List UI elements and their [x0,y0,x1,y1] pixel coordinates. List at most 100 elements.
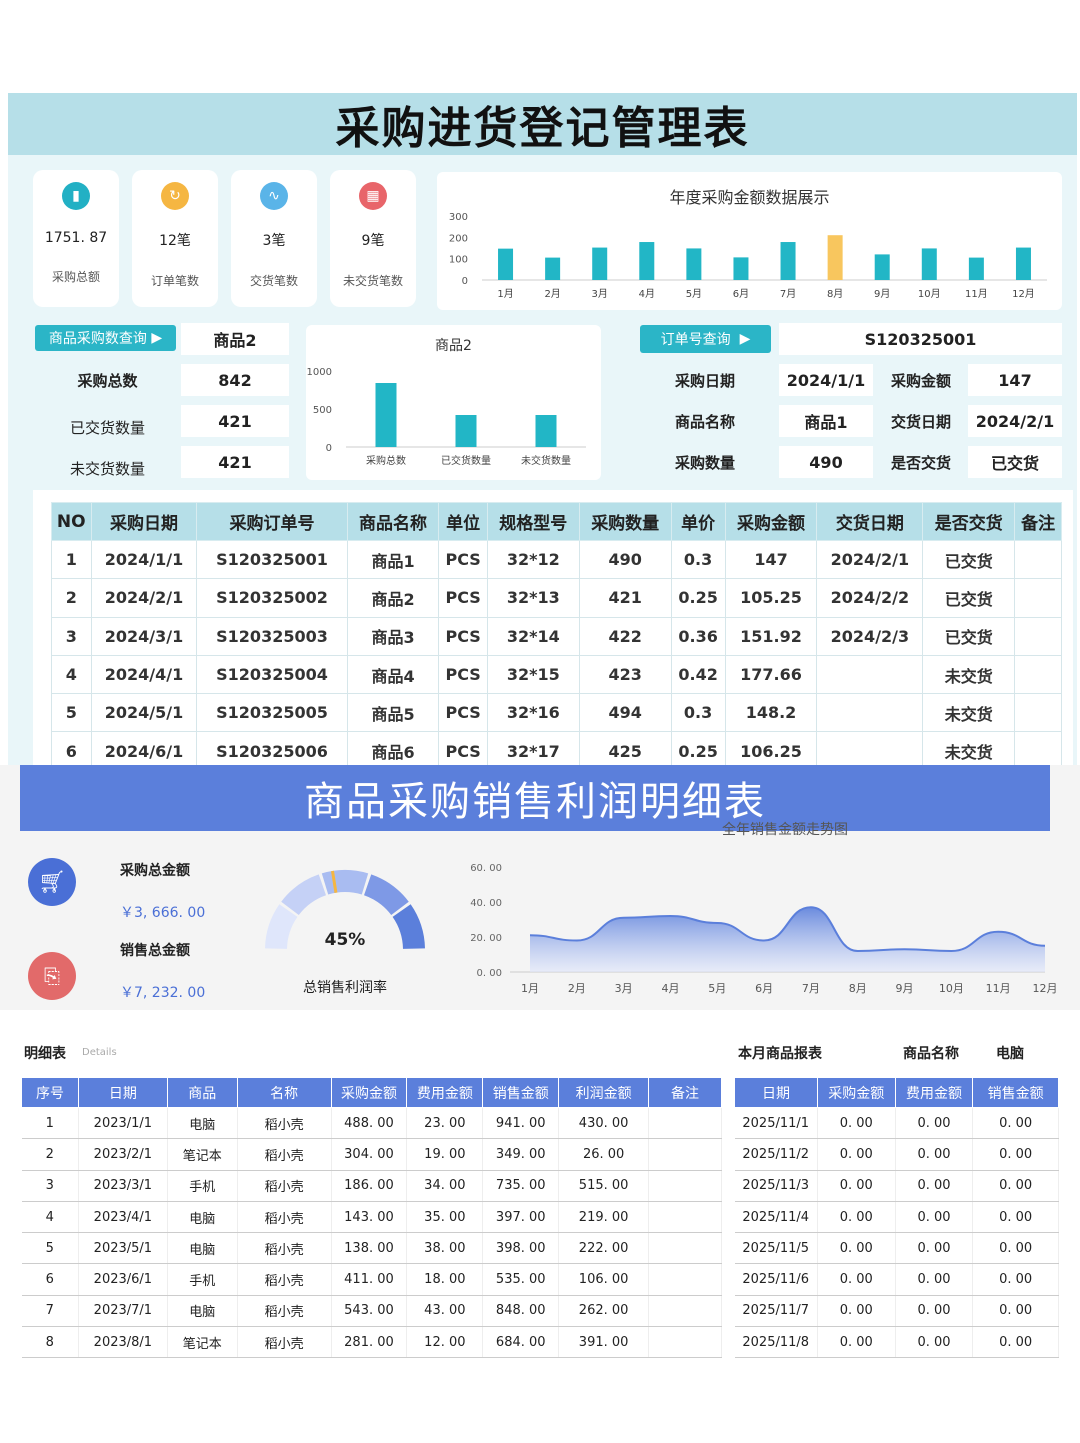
x-tick-label: 1月 [497,288,513,300]
y-tick-label: 40. 00 [470,898,502,909]
table-cell: 0. 00 [817,1107,896,1140]
x-tick-label: 采购总数 [366,454,406,467]
table-cell: 2025/11/2 [734,1138,818,1171]
column-header: 采购订单号 [196,502,348,541]
kpi-label: 采购总额 [51,270,100,284]
table-cell: 0.25 [670,731,726,765]
profit-gauge [265,870,425,949]
table-row[interactable]: 2025/11/4 0. 00 0. 00 0. 00 [734,1201,1059,1234]
table-row[interactable]: 8 2023/8/1 笔记本 稻小壳 281. 00 12. 00 684. 00 391. … [21,1326,722,1359]
table-row[interactable]: 2025/11/5 0. 00 0. 00 0. 00 [734,1232,1059,1265]
x-tick-label: 7月 [802,982,820,995]
product-query-button[interactable]: 商品采购数查询 ▶ [35,325,176,351]
table-cell: 422 [578,616,672,656]
table-row[interactable]: 3 2023/3/1 手机 稻小壳 186. 00 34. 00 735. 00 515. 0… [21,1170,722,1202]
table-row[interactable]: 2025/11/3 0. 00 0. 00 0. 00 [734,1170,1059,1202]
table-row[interactable]: 1 2024/1/1 S120325001 商品1 PCS 32*12 490 0.3 147 2… [51,539,1062,580]
x-tick-label: 2月 [544,288,560,300]
table-cell [648,1201,722,1234]
table-row[interactable]: 3 2024/3/1 S120325003 商品3 PCS 32*14 422 0.36 151… [51,616,1062,656]
sales-total-value: ￥7, 232. 00 [120,985,206,1001]
table-cell: 6 [51,731,92,765]
table-cell: 商品6 [346,731,440,765]
table-cell: 0. 00 [972,1326,1059,1359]
table-row[interactable]: 2025/11/6 0. 00 0. 00 0. 00 [734,1263,1059,1296]
table-cell: 35. 00 [406,1201,484,1234]
x-tick-label: 9月 [896,982,914,995]
table-cell: 0. 00 [817,1263,896,1296]
table-row[interactable]: 4 2023/4/1 电脑 稻小壳 143. 00 35. 00 397. 00 219. 0… [21,1201,722,1234]
bar [733,257,749,280]
column-header: 销售金额 [972,1077,1059,1108]
kpi-value: 1751. 87 [44,230,108,246]
table-cell: 2024/6/1 [90,731,198,765]
table-cell: 商品5 [346,693,440,733]
table-cell: 421 [578,578,672,618]
gauge-segment [364,874,409,915]
table-cell: 2024/2/1 [816,539,924,580]
table-cell: 105.25 [724,578,818,618]
table-cell: 515. 00 [558,1170,650,1202]
receipt-icon: ⎘ [28,952,76,1000]
table-header-row: NO 采购日期 采购订单号 商品名称 单位 规格型号 采购数量 单价 采购金额 交货日期 是否交货备… [51,502,1062,541]
table-row[interactable]: 2025/11/8 0. 00 0. 00 0. 00 [734,1326,1059,1359]
table-row[interactable]: 4 2024/4/1 S120325004 商品4 PCS 32*15 423 0.42 177… [51,654,1062,695]
table-row[interactable]: 1 2023/1/1 电脑 稻小壳 488. 00 23. 00 941. 00 430. 0… [21,1107,722,1140]
table-row[interactable]: 7 2023/7/1 电脑 稻小壳 543. 00 43. 00 848. 00 262. 0… [21,1295,722,1328]
column-header: 采购金额 [330,1077,408,1108]
column-header: 商品名称 [346,502,440,541]
order-query-button[interactable]: 订单号查询 ▶ [640,325,771,353]
table-row[interactable]: 6 2024/6/1 S120325006 商品6 PCS 32*17 425 0.25 106… [51,731,1062,765]
calendar-icon: ▦ [359,182,387,210]
monthly-name-value[interactable]: 电脑 [996,1046,1024,1062]
table-row[interactable]: 2025/11/1 0. 00 0. 00 0. 00 [734,1107,1059,1140]
table-cell: 2025/11/6 [734,1263,818,1296]
table-cell: 423 [578,654,672,695]
table-row[interactable]: 2 2023/2/1 笔记本 稻小壳 304. 00 19. 00 349. 00 26. 0… [21,1138,722,1171]
column-header: 单价 [670,502,726,541]
table-cell: 941. 00 [482,1107,560,1140]
kpi-value: 3笔 [262,233,286,249]
kpi-value: 9笔 [361,233,385,249]
table-cell: 0. 00 [817,1295,896,1328]
table-cell: 电脑 [167,1107,238,1140]
y-tick-label: 0. 00 [477,968,502,979]
table-cell: 商品3 [346,616,440,656]
kpi-card-undelivered: ▦ 9笔 未交货笔数 [330,170,416,307]
table-row[interactable]: 5 2024/5/1 S120325005 商品5 PCS 32*16 494 0.3 148.… [51,693,1062,733]
table-cell: 3 [21,1170,79,1202]
table-row[interactable]: 2 2024/2/1 S120325002 商品2 PCS 32*13 421 0.25 105… [51,578,1062,618]
table-cell: 0. 00 [972,1263,1059,1296]
table-cell: 0.3 [670,539,726,580]
y-tick-label: 60. 00 [470,863,502,874]
table-cell: 0. 00 [972,1232,1059,1265]
play-icon: ▶ [739,331,751,347]
y-tick-label: 0 [462,276,468,287]
table-cell: 2025/11/1 [734,1107,818,1140]
table-row[interactable]: 2025/11/7 0. 00 0. 00 0. 00 [734,1295,1059,1328]
table-cell [1014,578,1062,618]
order-id-input[interactable]: S120325001 [779,323,1062,355]
table-row[interactable]: 6 2023/6/1 手机 稻小壳 411. 00 18. 00 535. 00 106. 0… [21,1263,722,1296]
table-row[interactable]: 5 2023/5/1 电脑 稻小壳 138. 00 38. 00 398. 00 222. 0… [21,1232,722,1265]
x-tick-label: 3月 [615,982,633,995]
detail-title: 明细表 [24,1046,66,1062]
x-tick-label: 8月 [849,982,867,995]
bar [592,247,608,280]
line-chart-icon: ∿ [260,182,288,210]
table-cell: 0.36 [670,616,726,656]
x-tick-label: 2月 [568,982,586,995]
table-row[interactable]: 2025/11/2 0. 00 0. 00 0. 00 [734,1138,1059,1171]
order-query-label: 订单号查询 [660,332,731,348]
table-cell: S120325006 [196,731,348,765]
table-cell: 143. 00 [331,1201,408,1234]
table-cell: 0. 00 [817,1170,896,1202]
table-cell: 32*13 [486,578,580,618]
product-select[interactable]: 商品2 [181,323,289,355]
sales-total-label: 销售总金额 [120,943,190,959]
order-value: 2024/1/1 [779,364,873,396]
x-tick-label: 10月 [918,288,941,300]
order-label: 采购日期 [674,371,735,390]
table-cell: 未交货 [922,693,1016,733]
table-cell: PCS [438,578,488,618]
